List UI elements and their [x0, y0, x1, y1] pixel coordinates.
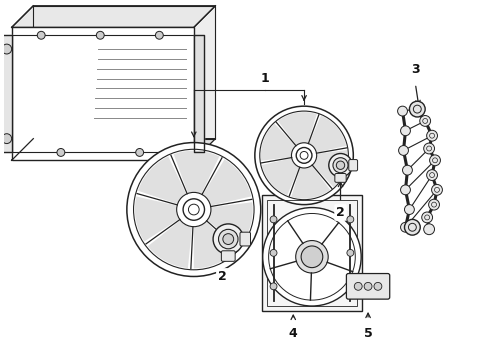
Circle shape — [127, 143, 261, 276]
Circle shape — [422, 212, 433, 223]
Polygon shape — [278, 112, 317, 145]
Polygon shape — [194, 221, 236, 269]
Polygon shape — [207, 202, 253, 246]
Polygon shape — [313, 150, 347, 187]
Text: 5: 5 — [364, 327, 372, 340]
Circle shape — [223, 234, 234, 244]
Circle shape — [364, 282, 372, 290]
Circle shape — [57, 148, 65, 156]
Circle shape — [347, 216, 354, 223]
Circle shape — [37, 31, 45, 39]
Polygon shape — [173, 150, 220, 194]
Circle shape — [301, 246, 323, 267]
Circle shape — [255, 106, 353, 204]
Polygon shape — [194, 35, 204, 152]
Polygon shape — [33, 6, 216, 139]
Text: 3: 3 — [411, 63, 419, 76]
FancyBboxPatch shape — [335, 174, 346, 182]
Circle shape — [270, 216, 277, 223]
Circle shape — [295, 240, 328, 273]
Text: 2: 2 — [336, 206, 345, 219]
Circle shape — [2, 44, 12, 54]
Circle shape — [400, 126, 411, 136]
Bar — [12, 27, 194, 160]
Circle shape — [336, 161, 344, 170]
Circle shape — [420, 116, 431, 126]
Circle shape — [427, 130, 438, 141]
Circle shape — [402, 165, 413, 175]
Circle shape — [400, 185, 411, 195]
Circle shape — [397, 106, 408, 116]
Text: 2: 2 — [218, 270, 227, 283]
Circle shape — [347, 249, 354, 256]
Circle shape — [136, 148, 144, 156]
Circle shape — [432, 184, 442, 195]
Text: 4: 4 — [289, 327, 297, 340]
Circle shape — [429, 199, 440, 210]
Polygon shape — [135, 197, 179, 242]
Bar — [267, 200, 357, 306]
Polygon shape — [12, 6, 216, 27]
Circle shape — [97, 31, 104, 39]
Circle shape — [410, 104, 421, 114]
Polygon shape — [203, 159, 251, 206]
Polygon shape — [261, 123, 295, 161]
Circle shape — [270, 249, 277, 256]
Circle shape — [347, 283, 354, 290]
Polygon shape — [309, 116, 346, 153]
Circle shape — [263, 208, 361, 306]
Polygon shape — [292, 166, 330, 199]
FancyBboxPatch shape — [349, 159, 358, 171]
Polygon shape — [262, 158, 299, 195]
Bar — [262, 195, 362, 311]
Circle shape — [424, 143, 435, 154]
Polygon shape — [148, 220, 192, 268]
Polygon shape — [12, 139, 216, 160]
Circle shape — [270, 283, 277, 290]
Circle shape — [405, 219, 420, 235]
Polygon shape — [138, 157, 186, 204]
Circle shape — [398, 145, 409, 156]
Circle shape — [374, 282, 382, 290]
FancyBboxPatch shape — [221, 251, 235, 261]
Circle shape — [405, 204, 415, 215]
Circle shape — [430, 155, 441, 166]
Circle shape — [213, 224, 244, 254]
Circle shape — [2, 134, 12, 144]
Circle shape — [333, 158, 348, 173]
Circle shape — [427, 170, 438, 180]
Circle shape — [424, 224, 435, 235]
Circle shape — [329, 153, 352, 177]
Text: 1: 1 — [260, 72, 269, 85]
Polygon shape — [2, 35, 12, 152]
FancyBboxPatch shape — [346, 274, 390, 299]
FancyBboxPatch shape — [240, 232, 250, 246]
Circle shape — [219, 229, 238, 249]
Circle shape — [155, 31, 163, 39]
Circle shape — [400, 222, 411, 232]
Circle shape — [410, 101, 425, 117]
Circle shape — [354, 282, 362, 290]
